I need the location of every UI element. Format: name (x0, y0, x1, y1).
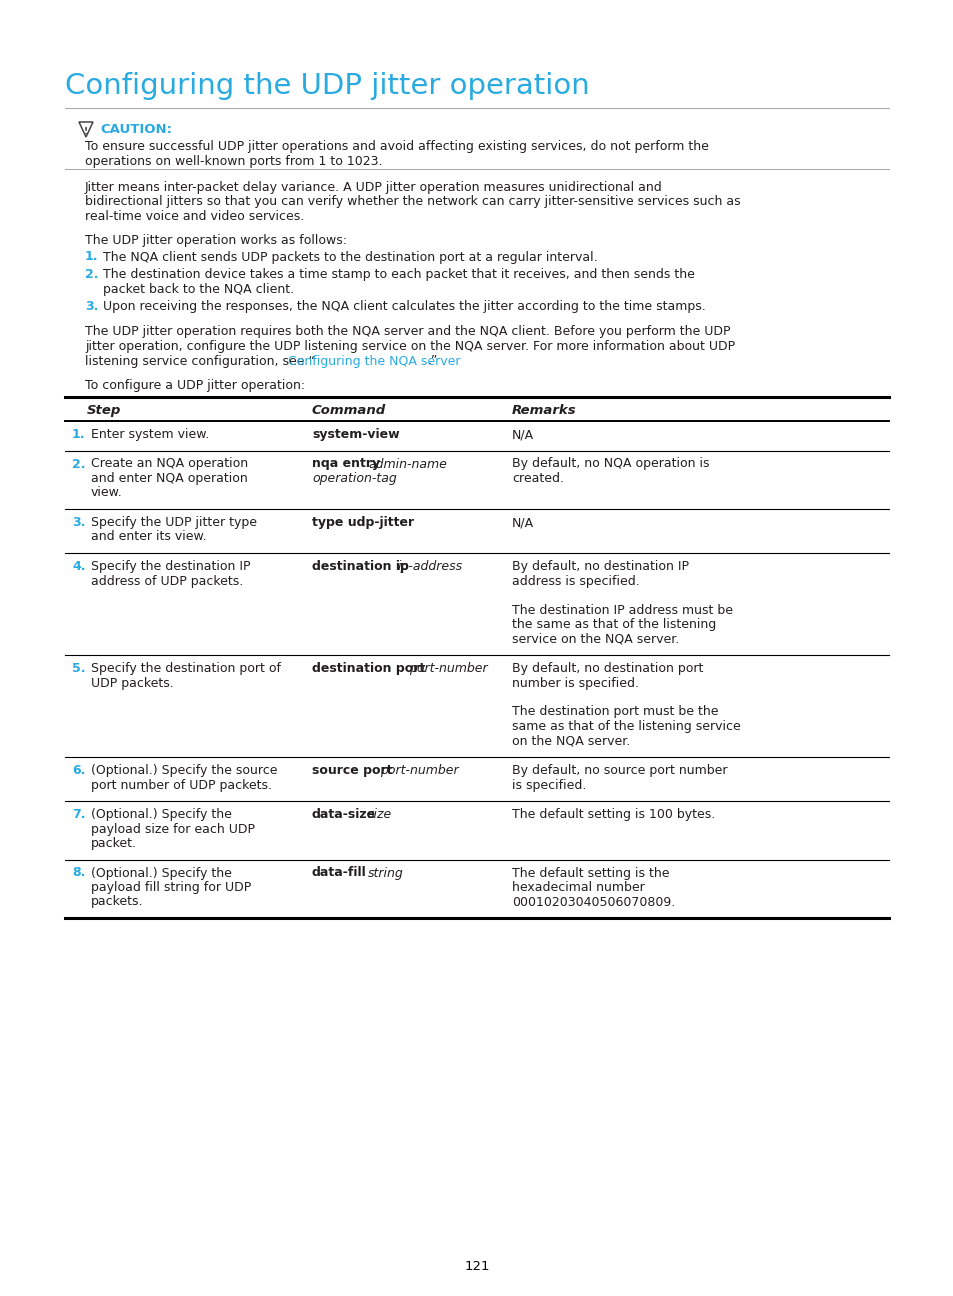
Text: operation-tag: operation-tag (312, 472, 396, 485)
Text: Upon receiving the responses, the NQA client calculates the jitter according to : Upon receiving the responses, the NQA cl… (103, 299, 705, 314)
Text: packet back to the NQA client.: packet back to the NQA client. (103, 283, 294, 295)
Text: Enter system view.: Enter system view. (91, 428, 209, 441)
Text: Specify the destination port of: Specify the destination port of (91, 662, 281, 675)
Text: number is specified.: number is specified. (512, 677, 639, 689)
Text: N/A: N/A (512, 428, 534, 441)
Text: bidirectional jitters so that you can verify whether the network can carry jitte: bidirectional jitters so that you can ve… (85, 194, 740, 207)
Text: To configure a UDP jitter operation:: To configure a UDP jitter operation: (85, 378, 305, 391)
Text: view.: view. (91, 486, 123, 499)
Text: address of UDP packets.: address of UDP packets. (91, 574, 243, 587)
Text: source port: source port (312, 765, 392, 778)
Text: size: size (368, 807, 392, 820)
Text: payload fill string for UDP: payload fill string for UDP (91, 881, 251, 894)
Text: hexadecimal number: hexadecimal number (512, 881, 644, 894)
Text: UDP packets.: UDP packets. (91, 677, 173, 689)
Text: 00010203040506070809.: 00010203040506070809. (512, 896, 675, 908)
Text: listening service configuration, see “: listening service configuration, see “ (85, 355, 314, 368)
Text: By default, no destination port: By default, no destination port (512, 662, 702, 675)
Text: destination ip: destination ip (312, 560, 409, 573)
Text: system-view: system-view (312, 428, 399, 441)
Text: port number of UDP packets.: port number of UDP packets. (91, 779, 272, 792)
Text: and enter its view.: and enter its view. (91, 530, 207, 543)
Text: Remarks: Remarks (512, 404, 576, 417)
Text: payload size for each UDP: payload size for each UDP (91, 823, 254, 836)
Text: (Optional.) Specify the: (Optional.) Specify the (91, 867, 232, 880)
Text: 4.: 4. (71, 560, 86, 573)
Text: nqa entry: nqa entry (312, 457, 379, 470)
Text: To ensure successful UDP jitter operations and avoid affecting existing services: To ensure successful UDP jitter operatio… (85, 140, 708, 153)
Text: type udp-jitter: type udp-jitter (312, 516, 414, 529)
Text: admin-name: admin-name (368, 457, 447, 470)
Text: By default, no destination IP: By default, no destination IP (512, 560, 688, 573)
Text: 8.: 8. (71, 867, 85, 880)
Text: N/A: N/A (512, 516, 534, 529)
Text: Command: Command (312, 404, 386, 417)
Text: 7.: 7. (71, 807, 86, 820)
Text: The default setting is 100 bytes.: The default setting is 100 bytes. (512, 807, 715, 820)
Text: packet.: packet. (91, 837, 137, 850)
Text: 1.: 1. (85, 250, 98, 263)
Text: Configuring the UDP jitter operation: Configuring the UDP jitter operation (65, 73, 589, 100)
Text: By default, no NQA operation is: By default, no NQA operation is (512, 457, 709, 470)
Text: and enter NQA operation: and enter NQA operation (91, 472, 248, 485)
Text: The UDP jitter operation requires both the NQA server and the NQA client. Before: The UDP jitter operation requires both t… (85, 325, 730, 338)
Text: CAUTION:: CAUTION: (100, 123, 172, 136)
Text: jitter operation, configure the UDP listening service on the NQA server. For mor: jitter operation, configure the UDP list… (85, 340, 735, 353)
Text: service on the NQA server.: service on the NQA server. (512, 632, 679, 645)
Text: By default, no source port number: By default, no source port number (512, 765, 727, 778)
Text: destination port: destination port (312, 662, 425, 675)
Text: real-time voice and video services.: real-time voice and video services. (85, 210, 304, 223)
Text: The NQA client sends UDP packets to the destination port at a regular interval.: The NQA client sends UDP packets to the … (103, 250, 597, 263)
Text: port-number: port-number (379, 765, 458, 778)
Text: (Optional.) Specify the source: (Optional.) Specify the source (91, 765, 277, 778)
Text: The default setting is the: The default setting is the (512, 867, 669, 880)
Text: Jitter means inter-packet delay variance. A UDP jitter operation measures unidir: Jitter means inter-packet delay variance… (85, 180, 662, 193)
Text: on the NQA server.: on the NQA server. (512, 735, 630, 748)
Text: port-number: port-number (409, 662, 488, 675)
Text: is specified.: is specified. (512, 779, 586, 792)
Text: address is specified.: address is specified. (512, 574, 639, 587)
Text: 6.: 6. (71, 765, 85, 778)
Text: ip-address: ip-address (397, 560, 462, 573)
Text: string: string (368, 867, 403, 880)
Text: 5.: 5. (71, 662, 86, 675)
Text: 3.: 3. (71, 516, 85, 529)
Text: data-fill: data-fill (312, 867, 366, 880)
Text: created.: created. (512, 472, 563, 485)
Text: Step: Step (87, 404, 121, 417)
Text: Configuring the NQA server: Configuring the NQA server (288, 355, 460, 368)
Text: !: ! (84, 127, 88, 136)
Text: the same as that of the listening: the same as that of the listening (512, 618, 716, 631)
Text: (Optional.) Specify the: (Optional.) Specify the (91, 807, 232, 820)
Text: 2.: 2. (85, 268, 98, 281)
Text: operations on well-known ports from 1 to 1023.: operations on well-known ports from 1 to… (85, 154, 382, 167)
Text: The destination port must be the: The destination port must be the (512, 705, 718, 718)
Text: The destination device takes a time stamp to each packet that it receives, and t: The destination device takes a time stam… (103, 268, 694, 281)
Text: The UDP jitter operation works as follows:: The UDP jitter operation works as follow… (85, 235, 347, 248)
Text: .”: .” (427, 355, 437, 368)
Text: The destination IP address must be: The destination IP address must be (512, 604, 732, 617)
Text: same as that of the listening service: same as that of the listening service (512, 721, 740, 734)
Text: Specify the UDP jitter type: Specify the UDP jitter type (91, 516, 256, 529)
Text: 121: 121 (464, 1260, 489, 1273)
Text: 3.: 3. (85, 299, 98, 314)
Text: Create an NQA operation: Create an NQA operation (91, 457, 248, 470)
Text: 1.: 1. (71, 428, 86, 441)
Text: data-size: data-size (312, 807, 375, 820)
Text: 2.: 2. (71, 457, 86, 470)
Text: packets.: packets. (91, 896, 143, 908)
Text: Specify the destination IP: Specify the destination IP (91, 560, 251, 573)
